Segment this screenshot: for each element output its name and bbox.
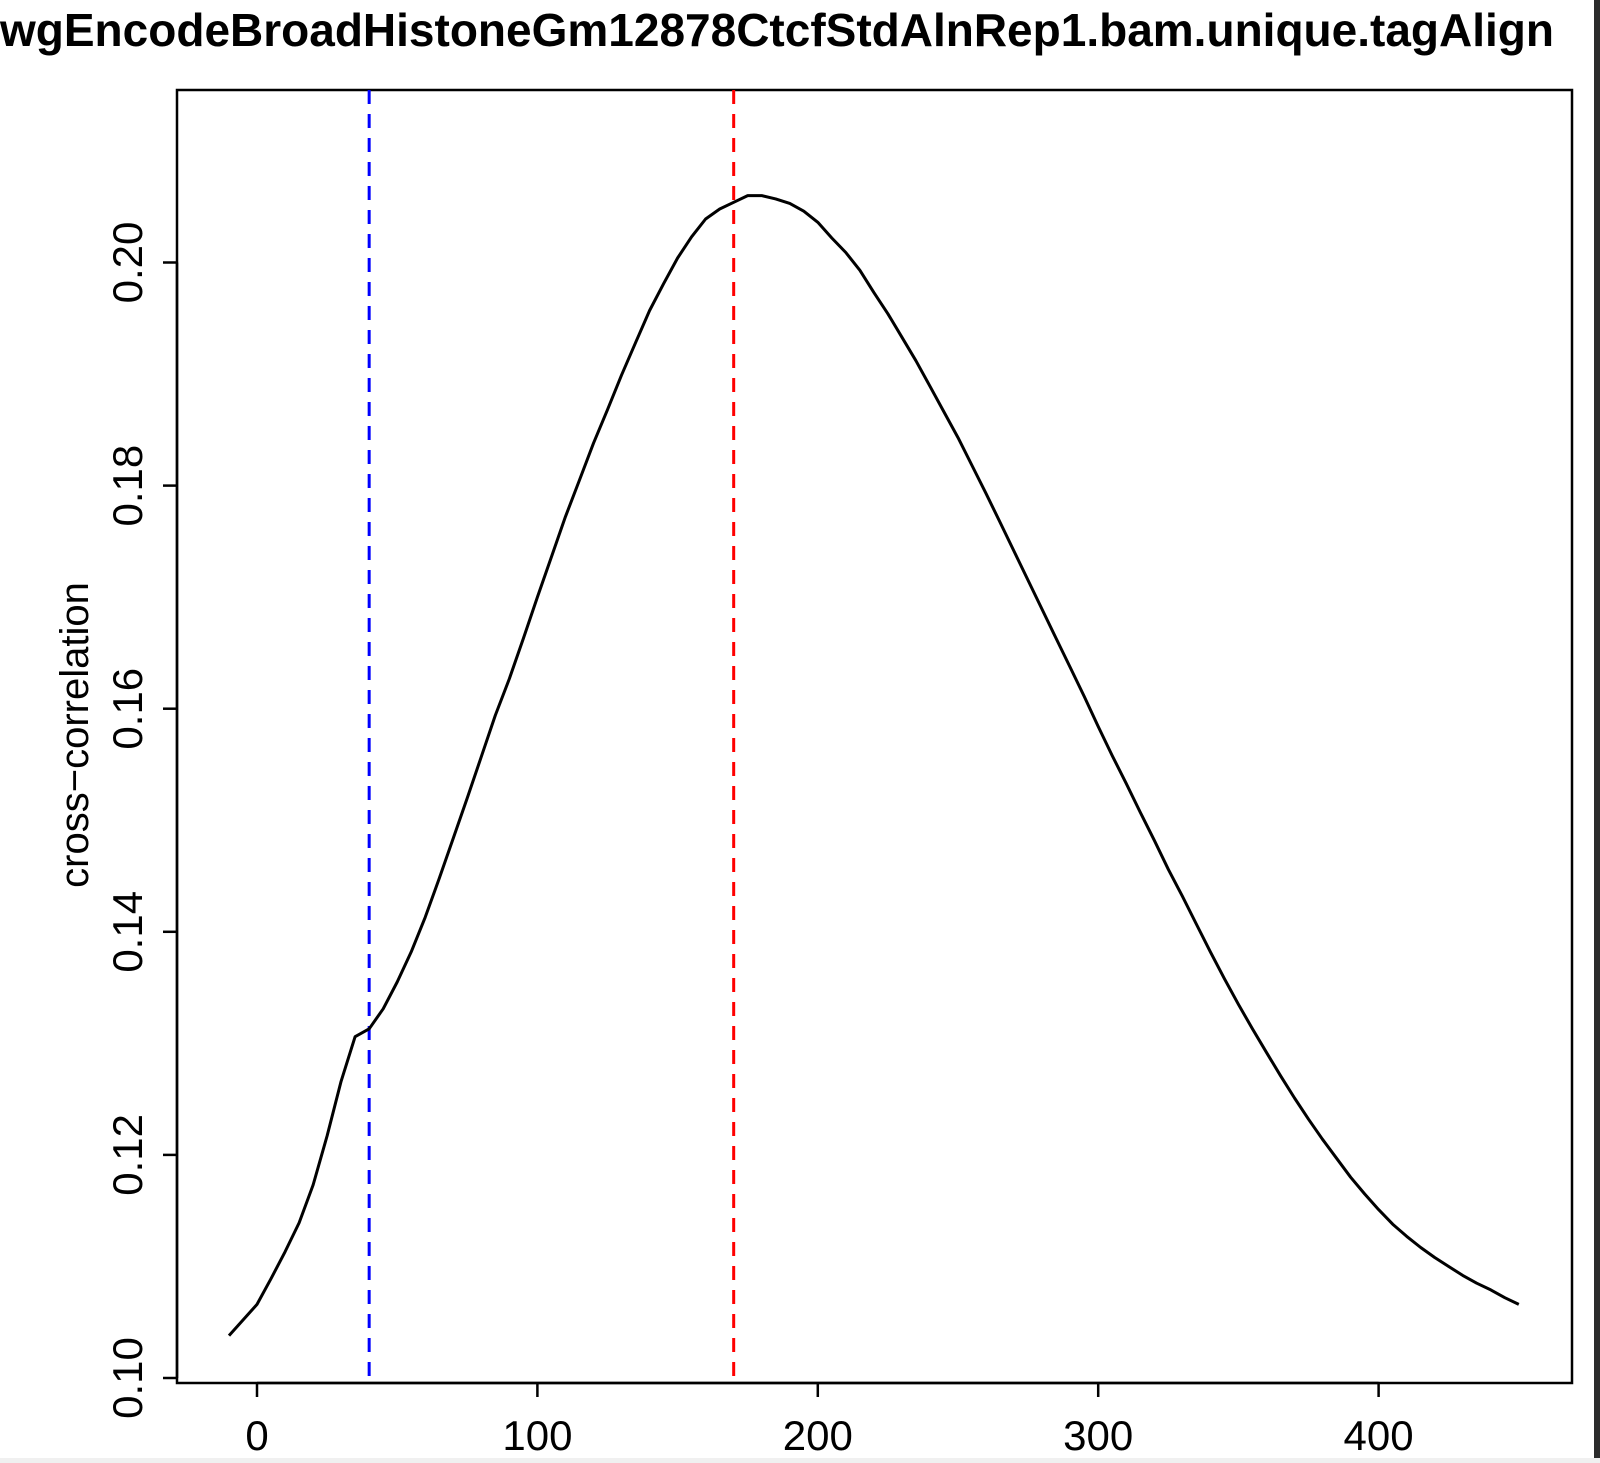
x-tick-label: 400	[1344, 1412, 1414, 1458]
y-tick-label: 0.20	[104, 222, 151, 304]
x-tick-label: 200	[783, 1412, 853, 1458]
x-tick-label: 300	[1063, 1412, 1133, 1458]
y-axis-label: cross−correlation	[53, 582, 97, 888]
window-edge	[1594, 0, 1600, 1458]
y-tick-label: 0.16	[104, 668, 151, 750]
cross-correlation-curve	[227, 194, 1520, 1337]
y-tick-label: 0.12	[104, 1114, 151, 1196]
plot-frame	[175, 88, 1574, 1385]
chart-title: wgEncodeBroadHistoneGm12878CtcfStdAlnRep…	[0, 4, 1554, 56]
y-tick-label: 0.10	[104, 1337, 151, 1419]
y-tick-label: 0.18	[104, 445, 151, 527]
plot-layer: 0 100 200 300 400 0.10 0.12 0.14 0.16 0.18 0.20	[104, 88, 1574, 1459]
x-tick-label: 0	[245, 1412, 268, 1458]
x-tick-label: 100	[502, 1412, 572, 1458]
y-tick-label: 0.14	[104, 891, 151, 973]
